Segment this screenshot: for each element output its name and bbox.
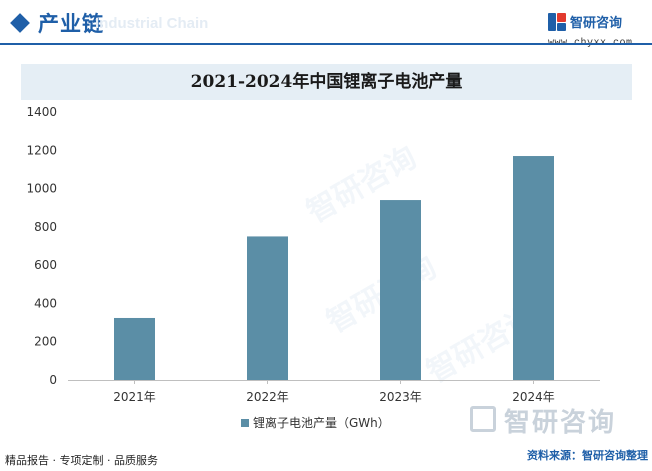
- y-tick-label: 0: [49, 373, 57, 387]
- y-tick-label: 1400: [26, 105, 57, 119]
- legend-label: 锂离子电池产量（GWh）: [253, 415, 390, 430]
- footer-tagline: 精品报告 · 专项定制 · 品质服务: [5, 454, 158, 467]
- bar-2023年: [380, 200, 421, 380]
- footer: 精品报告 · 专项定制 · 品质服务 资料来源：智研咨询整理: [0, 447, 652, 471]
- bars: [114, 156, 554, 380]
- y-tick-label: 1200: [26, 143, 57, 157]
- legend-swatch: [241, 419, 249, 427]
- y-tick-label: 600: [34, 258, 57, 272]
- y-tick-label: 400: [34, 296, 57, 310]
- x-tick-label: 2023年: [379, 390, 422, 404]
- watermark-logo: 智研咨询: [470, 402, 650, 442]
- x-tick-label: 2022年: [246, 390, 289, 404]
- bar-2021年: [114, 317, 155, 380]
- chart-title: 2021-2024年中国锂离子电池产量: [190, 72, 463, 92]
- bar-2022年: [247, 236, 288, 380]
- header-divider: [0, 43, 652, 45]
- watermark-logo-text: 智研咨询: [504, 408, 617, 438]
- y-tick-label: 1000: [26, 182, 57, 196]
- header: 产业链 Industrial Chain 智研咨询 www.chyxx.com: [0, 0, 652, 49]
- chart-title-bar: 2021-2024年中国锂离子电池产量: [21, 64, 632, 100]
- x-tick-label: 2021年: [113, 390, 156, 404]
- legend: 锂离子电池产量（GWh）: [241, 415, 390, 430]
- y-tick-label: 200: [34, 335, 57, 349]
- y-axis: 0 200 400 600 800 1000 1200 1400: [26, 105, 57, 387]
- brand-logo-icon: [548, 13, 566, 31]
- brand-name: 智研咨询: [570, 16, 623, 31]
- bar-2024年: [513, 156, 554, 380]
- watermark-logo-icon: [470, 406, 496, 432]
- x-tick-label: 2024年: [512, 390, 555, 404]
- data-source: 资料来源：智研咨询整理: [527, 449, 648, 462]
- y-tick-label: 800: [34, 220, 57, 234]
- x-axis: 2021年 2022年 2023年 2024年: [68, 380, 600, 404]
- section-ghost-subtitle: Industrial Chain: [95, 15, 209, 32]
- section-title: 产业链: [38, 12, 104, 36]
